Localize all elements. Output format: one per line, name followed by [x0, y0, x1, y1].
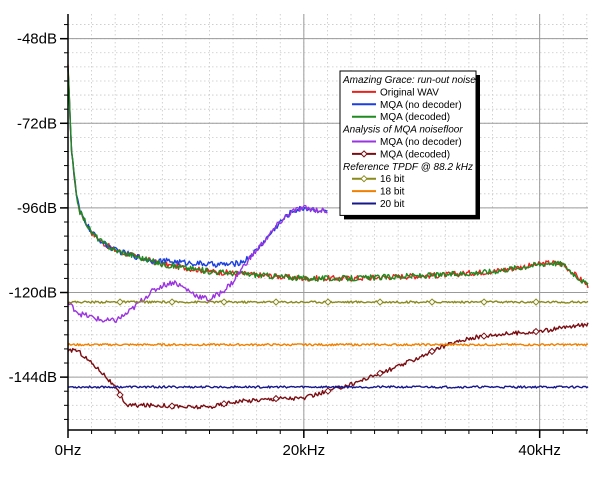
legend-swatch-marker [360, 174, 368, 183]
x-tick-label: 20kHz [283, 442, 326, 459]
x-tick-label: 0Hz [55, 442, 82, 459]
legend-entry-label: 18 bit [380, 187, 405, 198]
legend-entry-label: MQA (no decoder) [380, 100, 462, 111]
series-marker-5 [116, 298, 124, 306]
legend-entry-label: 20 bit [380, 199, 405, 210]
legend-entry-label: MQA (no decoder) [380, 137, 462, 148]
series-marker-5 [480, 298, 488, 306]
series-marker-4 [220, 400, 228, 408]
y-tick-label: -96dB [17, 200, 57, 217]
series-line-2 [67, 67, 589, 286]
legend-group-heading: Amazing Grace: run-out noise [342, 75, 476, 86]
series-marker-4 [168, 402, 176, 410]
legend-entry-label: MQA (decoded) [380, 149, 450, 160]
series-line-3 [67, 204, 328, 323]
grid [68, 14, 588, 430]
y-tick-label: -144dB [9, 369, 57, 386]
axes: -48dB -72dB -96dB -120dB -144dB 0Hz 20kHz 40kHz [9, 14, 588, 459]
series-marker-5 [428, 298, 436, 306]
series-marker-4 [532, 327, 540, 336]
series-marker-5 [168, 298, 176, 306]
x-tick-label: 40kHz [518, 442, 561, 459]
legend-entry-label: 16 bit [380, 174, 405, 185]
legend-swatch-marker [360, 150, 368, 158]
series-marker-5 [532, 298, 540, 306]
legend-entry-label: Original WAV [380, 87, 439, 98]
series-line-7 [68, 385, 589, 389]
series-line-4 [67, 322, 589, 410]
series-line-1 [67, 69, 328, 268]
series-marker-5 [272, 298, 280, 306]
series-marker-5 [376, 298, 384, 306]
series-marker-5 [220, 298, 228, 306]
y-tick-label: -72dB [17, 115, 57, 132]
series-marker-4 [480, 332, 488, 340]
series-marker-4 [324, 387, 332, 395]
legend-group-heading: Analysis of MQA noisefloor [342, 125, 463, 136]
series-marker-4 [272, 394, 280, 403]
series-marker-4 [376, 369, 384, 378]
series-marker-5 [324, 298, 332, 306]
series-marker-4 [116, 391, 124, 399]
series-line-6 [67, 342, 589, 347]
series-line-0 [67, 64, 589, 289]
y-tick-label: -48dB [17, 31, 57, 48]
legend-group-heading: Reference TPDF @ 88.2 kHz [343, 162, 473, 173]
y-tick-label: -120dB [9, 285, 57, 302]
series-marker-4 [428, 347, 436, 356]
series-lines [67, 64, 589, 410]
legend-entry-label: MQA (decoded) [380, 112, 450, 123]
